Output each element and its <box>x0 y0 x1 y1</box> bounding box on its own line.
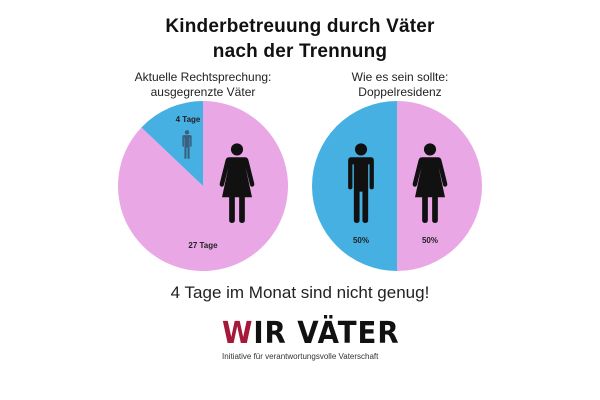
logo-wordmark-rest: IR VÄTER <box>253 316 400 351</box>
slice-label-father: 50% <box>353 236 369 245</box>
right-chart-title-line-1: Wie es sein sollte: <box>351 70 449 84</box>
pie-chart-shared: 50% 50% <box>312 101 482 271</box>
right-chart-title-line-2: Doppelresidenz <box>358 85 442 99</box>
slice-label-mother: 27 Tage <box>188 241 218 250</box>
logo-initial: W <box>222 316 254 351</box>
pie-slice-mother <box>118 101 289 271</box>
logo-wordmark: WIR VÄTER <box>222 318 400 350</box>
slogan: 4 Tage im Monat sind nicht genug! <box>170 283 430 302</box>
title-line-2: nach der Trennung <box>212 41 388 62</box>
title-line-1: Kinderbetreuung durch Väter <box>165 16 435 37</box>
right-chart-title: Wie es sein sollte: Doppelresidenz <box>290 70 510 100</box>
left-chart-title-line-2: ausgegrenzte Väter <box>150 85 256 99</box>
pie-slice-father <box>141 101 203 186</box>
logo-subtitle: Initiative für verantwortungsvolle Vater… <box>222 352 379 361</box>
wir-vaeter-logo: WIR VÄTER Initiative für verantwortungsv… <box>222 318 422 370</box>
left-chart-title: Aktuelle Rechtsprechung: ausgegrenzte Vä… <box>93 70 313 100</box>
left-chart-title-line-1: Aktuelle Rechtsprechung: <box>134 70 272 84</box>
infographic-title: Kinderbetreuung durch Väter nach der Tre… <box>0 14 600 64</box>
slice-label-father: 4 Tage <box>176 115 201 124</box>
pie-chart-current: 4 Tage 27 Tage <box>118 101 289 271</box>
slice-label-mother: 50% <box>422 236 438 245</box>
